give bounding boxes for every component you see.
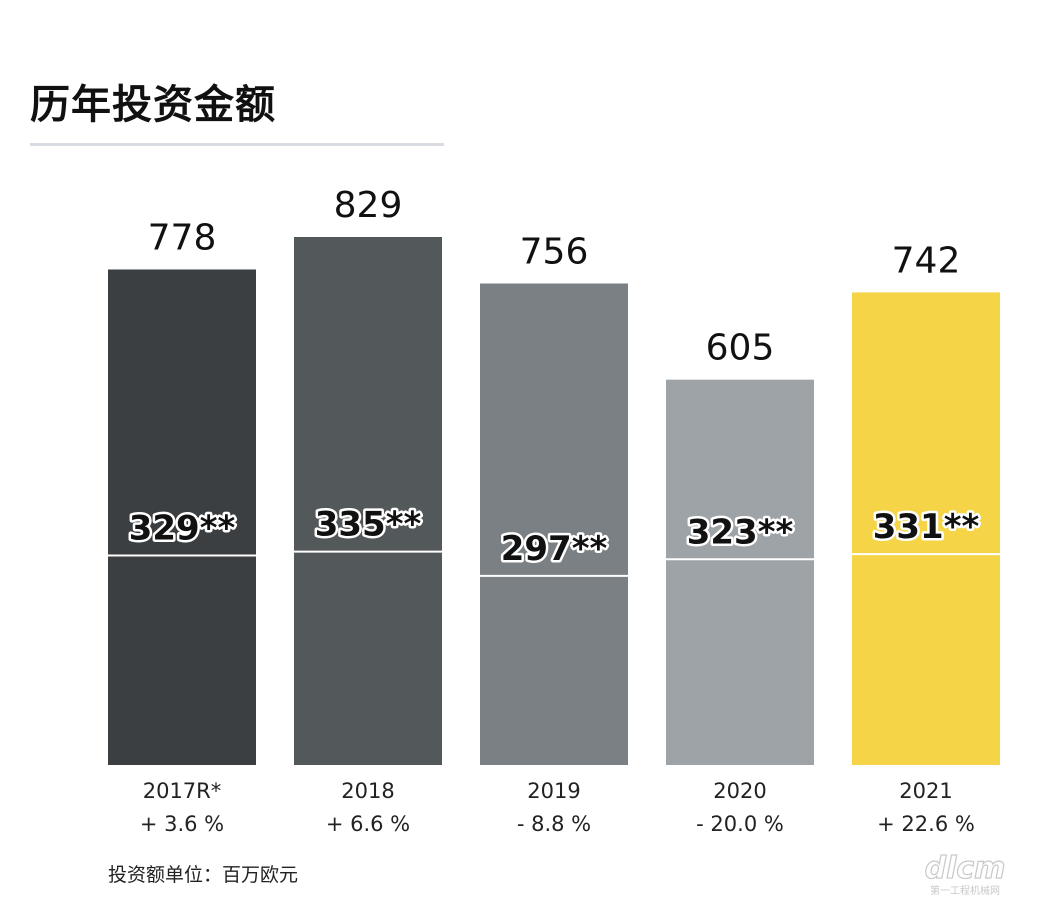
growth-label-0: + 3.6 % xyxy=(140,812,224,836)
bar-4 xyxy=(852,292,1000,765)
bar-0 xyxy=(108,269,256,765)
svg-text:第一工程机械网: 第一工程机械网 xyxy=(930,884,1000,897)
growth-label-4: + 22.6 % xyxy=(877,812,975,836)
category-label-2: 2019 xyxy=(527,779,580,803)
value-label-0: 778 xyxy=(148,217,217,258)
category-label-4: 2021 xyxy=(899,779,952,803)
sub-value-label-1: 335** xyxy=(315,505,422,545)
svg-text:dlcm: dlcm xyxy=(925,851,1006,886)
unit-note: 投资额单位：百万欧元 xyxy=(108,864,299,886)
value-label-2: 756 xyxy=(520,231,589,272)
value-label-1: 829 xyxy=(334,185,403,226)
sub-value-label-2: 297** xyxy=(501,529,608,569)
value-label-3: 605 xyxy=(706,328,775,369)
growth-label-1: + 6.6 % xyxy=(326,812,410,836)
growth-label-2: - 8.8 % xyxy=(517,812,591,836)
category-label-0: 2017R* xyxy=(143,779,222,803)
bar-2 xyxy=(480,283,628,765)
chart-title: 历年投资金额 xyxy=(30,82,276,128)
category-label-3: 2020 xyxy=(713,779,766,803)
growth-label-3: - 20.0 % xyxy=(696,812,784,836)
sub-value-label-4: 331** xyxy=(873,507,980,547)
sub-value-label-3: 323** xyxy=(687,512,794,552)
sub-value-label-0: 329** xyxy=(129,508,236,548)
category-label-1: 2018 xyxy=(341,779,394,803)
bar-3 xyxy=(666,379,814,765)
bar-1 xyxy=(294,237,442,765)
watermark-logo: dlcm 第一工程机械网 xyxy=(924,850,1006,897)
title-divider xyxy=(30,143,444,146)
value-label-4: 742 xyxy=(892,240,961,281)
